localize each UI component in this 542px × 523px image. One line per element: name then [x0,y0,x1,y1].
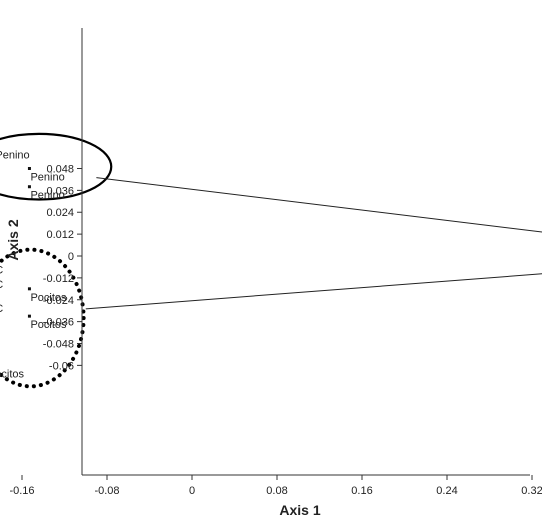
x-tick-label: 0.16 [351,485,372,497]
x-tick-label: 0.08 [266,485,287,497]
data-point-label: Pocitos [0,368,25,380]
x-tick-label: -0.16 [9,485,34,497]
data-point-label: Penino [30,190,64,202]
group-ellipse-1 [0,247,86,389]
y-ticks: 0.048 0.036 0.024 0.012 0 -0.012 -0.024 -0.036 -… [43,163,82,372]
connector-lines [85,177,542,310]
data-point-label: Pocitos [30,292,67,304]
connector-line-1 [85,273,542,310]
data-point-label: SC [0,264,3,276]
data-point-label: Penino [30,171,64,183]
group-outlines [0,132,113,389]
x-tick-label: 0 [189,485,195,497]
data-point-label: Pocitos [30,319,67,331]
y-tick-label: -0.036 [43,317,74,329]
connector-line-0 [96,177,542,233]
data-point-label: SC [0,279,3,291]
data-point-marker [27,314,31,318]
x-tick-label: 0.32 [521,485,542,497]
y-tick-label: -0.048 [43,339,74,351]
y-tick-label: -0.012 [43,273,74,285]
y-tick-label: 0.036 [46,185,74,197]
x-axis-title: Axis 1 [279,502,320,518]
data-point-marker [27,287,31,291]
y-tick-label: -0.06 [49,360,74,372]
axes [81,28,530,476]
x-tick-label: 0.24 [436,485,457,497]
data-point-label: SC [0,303,3,315]
group-ellipse-0 [0,132,113,201]
data-point-marker [27,166,31,170]
y-tick-label: 0.012 [46,229,74,241]
data-points: PeninoPeninoPeninoSCSCSCPocitosPocitosPo… [0,150,67,381]
y-tick-label: 0 [68,251,74,263]
y-axis-title: Axis 2 [5,219,21,260]
y-tick-label: 0.048 [46,163,74,175]
x-tick-label: -0.08 [94,485,119,497]
y-tick-label: 0.024 [46,207,74,219]
data-point-label: Penino [0,150,30,162]
data-point-marker [27,185,31,189]
y-tick-label: -0.024 [43,295,74,307]
